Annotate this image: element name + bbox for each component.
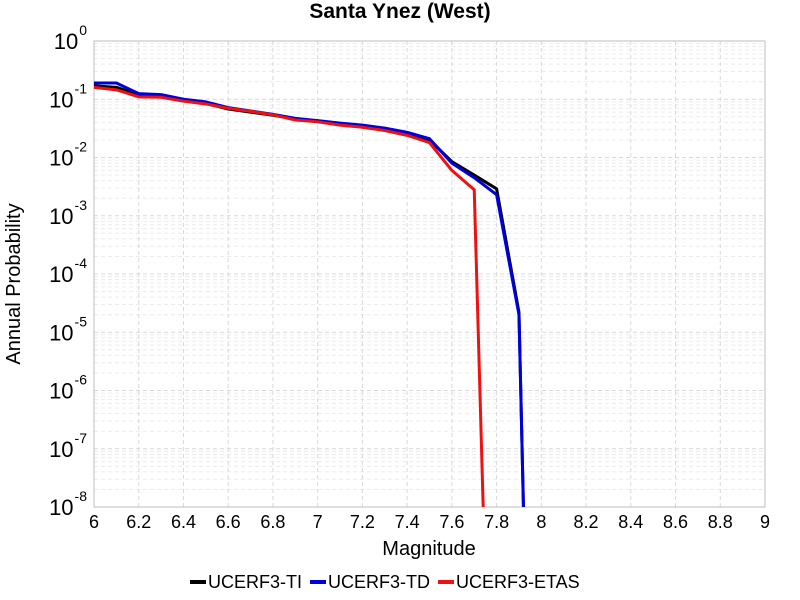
plot-area [93, 40, 766, 508]
y-tick-label: 10 -1 [49, 80, 87, 112]
y-tick-label: 10 -7 [49, 430, 87, 462]
y-tick-base: 10 [49, 320, 73, 345]
x-tick-label: 7.6 [439, 512, 464, 532]
x-tick-label: 8.6 [663, 512, 688, 532]
legend-label: UCERF3-TD [328, 572, 430, 592]
y-tick-label: 10 -2 [49, 139, 87, 171]
x-tick-label: 7.8 [484, 512, 509, 532]
y-tick-exponent: -7 [75, 430, 88, 446]
y-tick-exponent: -1 [75, 80, 88, 96]
y-tick-base: 10 [49, 146, 73, 171]
x-axis-label: Magnitude [382, 538, 475, 560]
y-tick-exponent: -8 [75, 488, 88, 504]
x-tick-labels: 6 6.2 6.4 6.6 6.8 7 7.2 7.4 7.6 7.8 8 8.2 8.4 8.6 8.8 9 [89, 512, 770, 532]
y-tick-base: 10 [54, 29, 78, 54]
x-tick-label: 7 [313, 512, 323, 532]
x-tick-label: 8.8 [708, 512, 733, 532]
legend: UCERF3-TI UCERF3-TD UCERF3-ETAS [190, 572, 580, 592]
y-tick-label: 10 0 [54, 22, 87, 54]
x-tick-label: 7.2 [350, 512, 375, 532]
x-tick-label: 6.4 [171, 512, 196, 532]
y-axis-label: Annual Probability [3, 203, 25, 364]
legend-label: UCERF3-TI [208, 572, 302, 592]
y-tick-label: 10 -6 [49, 372, 87, 404]
y-tick-base: 10 [49, 495, 73, 520]
y-tick-base: 10 [49, 379, 73, 404]
y-tick-label: 10 -5 [49, 313, 87, 345]
legend-item: UCERF3-TD [310, 572, 430, 592]
y-tick-label: 10 -8 [49, 488, 87, 520]
y-tick-base: 10 [49, 437, 73, 462]
x-tick-label: 8.2 [574, 512, 599, 532]
y-tick-base: 10 [49, 204, 73, 229]
legend-label: UCERF3-ETAS [456, 572, 580, 592]
y-tick-exponent: 0 [79, 22, 87, 38]
series-layer [93, 81, 525, 508]
series-line-ucerf3-etas [93, 85, 485, 508]
x-tick-label: 6 [89, 512, 99, 532]
y-tick-label: 10 -4 [49, 255, 87, 287]
y-tick-base: 10 [49, 262, 73, 287]
grid [93, 40, 766, 508]
y-tick-exponent: -5 [75, 313, 88, 329]
x-tick-label: 6.6 [216, 512, 241, 532]
y-tick-label: 10 -3 [49, 197, 87, 229]
x-tick-label: 8.4 [618, 512, 643, 532]
chart-title: Santa Ynez (West) [309, 0, 490, 23]
y-tick-exponent: -3 [75, 197, 88, 213]
x-tick-label: 8 [536, 512, 546, 532]
y-tick-exponent: -2 [75, 139, 88, 155]
legend-item: UCERF3-TI [190, 572, 302, 592]
x-tick-label: 6.2 [126, 512, 151, 532]
y-tick-exponent: -6 [75, 372, 88, 388]
x-tick-label: 7.4 [395, 512, 420, 532]
x-tick-label: 9 [760, 512, 770, 532]
x-tick-label: 6.8 [260, 512, 285, 532]
y-tick-base: 10 [49, 87, 73, 112]
legend-item: UCERF3-ETAS [438, 572, 580, 592]
y-tick-exponent: -4 [75, 255, 88, 271]
